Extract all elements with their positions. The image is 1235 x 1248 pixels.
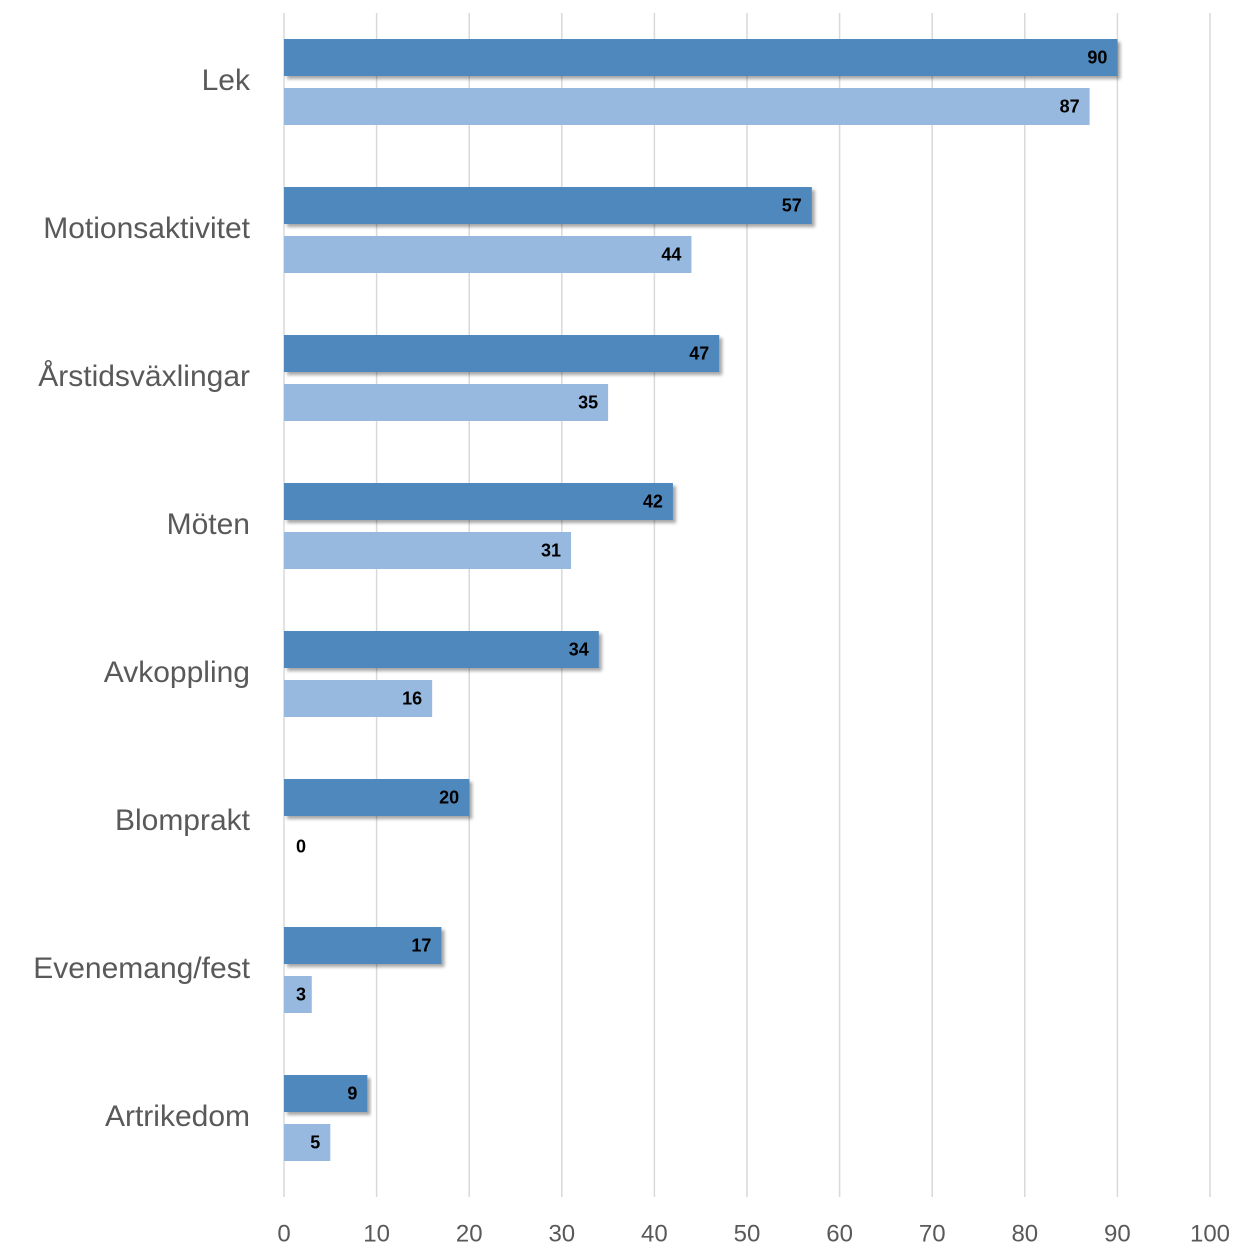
- value-label: 44: [661, 244, 681, 264]
- value-label: 20: [439, 787, 459, 807]
- value-label: 90: [1087, 47, 1107, 67]
- bar: [284, 1124, 331, 1161]
- value-label: 57: [782, 195, 802, 215]
- x-tick-label: 100: [1190, 1220, 1230, 1247]
- bar: [284, 39, 1118, 76]
- value-label: 0: [296, 836, 306, 856]
- bar: [284, 335, 720, 372]
- bar: [284, 88, 1090, 125]
- x-tick-label: 60: [826, 1220, 853, 1247]
- category-label: Årstidsväxlingar: [38, 360, 250, 393]
- x-tick-label: 0: [277, 1220, 290, 1247]
- bar: [284, 236, 692, 273]
- bar: [284, 779, 470, 816]
- x-tick-label: 70: [919, 1220, 946, 1247]
- category-label: Artrikedom: [105, 1100, 250, 1133]
- bar: [284, 483, 673, 520]
- bar: [284, 532, 572, 569]
- bar: [284, 187, 812, 224]
- value-label: 16: [402, 688, 422, 708]
- value-label: 47: [689, 343, 709, 363]
- category-label: Möten: [167, 508, 250, 541]
- value-label: 42: [643, 491, 663, 511]
- value-label: 3: [296, 984, 306, 1004]
- x-tick-label: 50: [734, 1220, 761, 1247]
- x-tick-label: 40: [641, 1220, 668, 1247]
- bar: [284, 631, 599, 668]
- value-label: 34: [569, 639, 589, 659]
- value-label: 31: [541, 540, 561, 560]
- value-label: 17: [411, 935, 431, 955]
- bar: [284, 680, 433, 717]
- x-tick-label: 90: [1104, 1220, 1131, 1247]
- value-label: 5: [310, 1132, 320, 1152]
- category-label: Evenemang/fest: [33, 952, 250, 985]
- category-label: Avkoppling: [104, 656, 250, 689]
- x-tick-label: 80: [1011, 1220, 1038, 1247]
- x-tick-label: 30: [548, 1220, 575, 1247]
- category-label: Motionsaktivitet: [43, 212, 250, 245]
- bar: [284, 927, 442, 964]
- category-label: Blomprakt: [115, 804, 251, 837]
- value-label: 87: [1060, 96, 1080, 116]
- category-label: Lek: [202, 64, 251, 97]
- bar: [284, 1075, 368, 1112]
- value-label: 35: [578, 392, 598, 412]
- x-tick-label: 20: [456, 1220, 483, 1247]
- value-label: 9: [347, 1083, 357, 1103]
- bar: [284, 976, 312, 1013]
- x-tick-label: 10: [363, 1220, 390, 1247]
- bar: [284, 384, 609, 421]
